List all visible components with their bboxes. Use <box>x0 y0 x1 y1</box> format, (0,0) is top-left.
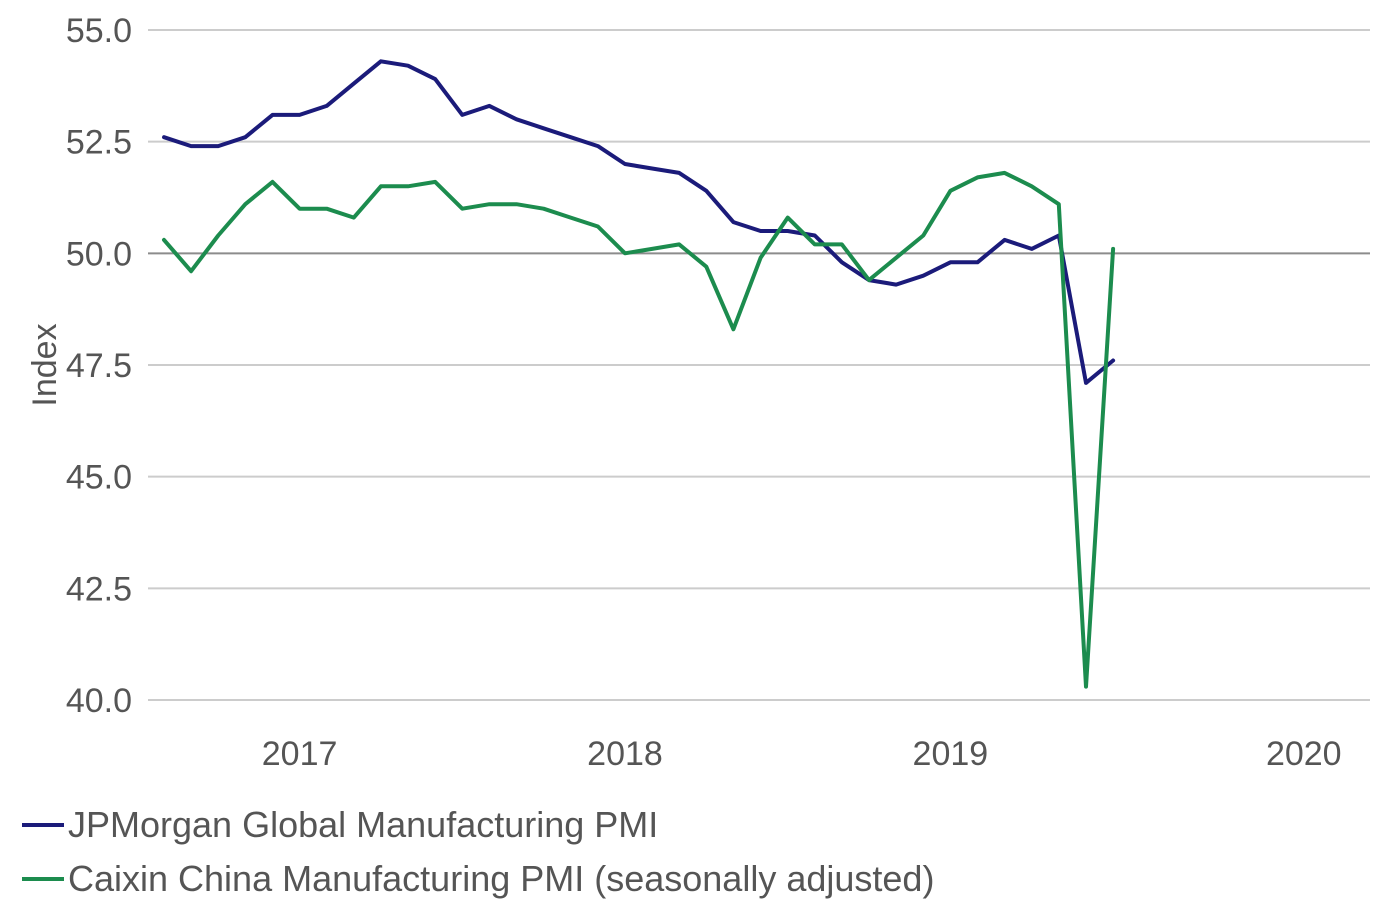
series-line-jpmorgan <box>162 59 1116 385</box>
x-tick-2019: 2019 <box>913 735 989 773</box>
y-axis-label: Index <box>26 323 64 406</box>
y-tick-47-5: 47.5 <box>66 347 132 385</box>
x-tick-2020: 2020 <box>1266 735 1342 773</box>
legend-swatch-caixin <box>22 877 64 881</box>
grid-lines <box>148 29 1370 701</box>
series-lines <box>162 59 1116 689</box>
y-tick-52-5: 52.5 <box>66 124 132 162</box>
y-tick-50-0: 50.0 <box>66 235 132 273</box>
series-line-caixin <box>162 170 1116 689</box>
legend-item-jpmorgan: JPMorgan Global Manufacturing PMI <box>22 804 658 846</box>
x-tick-2017: 2017 <box>262 735 338 773</box>
y-tick-45-0: 45.0 <box>66 459 132 497</box>
y-tick-labels: 40.0 42.5 45.0 47.5 50.0 52.5 55.0 <box>66 12 132 720</box>
legend-label-jpmorgan: JPMorgan Global Manufacturing PMI <box>68 804 659 845</box>
y-tick-55-0: 55.0 <box>66 12 132 50</box>
x-tick-2018: 2018 <box>587 735 663 773</box>
y-tick-42-5: 42.5 <box>66 570 132 608</box>
x-tick-labels: 2017 2018 2019 2020 <box>262 735 1342 773</box>
legend-label-caixin: Caixin China Manufacturing PMI (seasonal… <box>68 858 935 899</box>
legend-swatch-jpmorgan <box>22 823 64 827</box>
legend-item-caixin: Caixin China Manufacturing PMI (seasonal… <box>22 858 934 900</box>
y-tick-40-0: 40.0 <box>66 682 132 720</box>
